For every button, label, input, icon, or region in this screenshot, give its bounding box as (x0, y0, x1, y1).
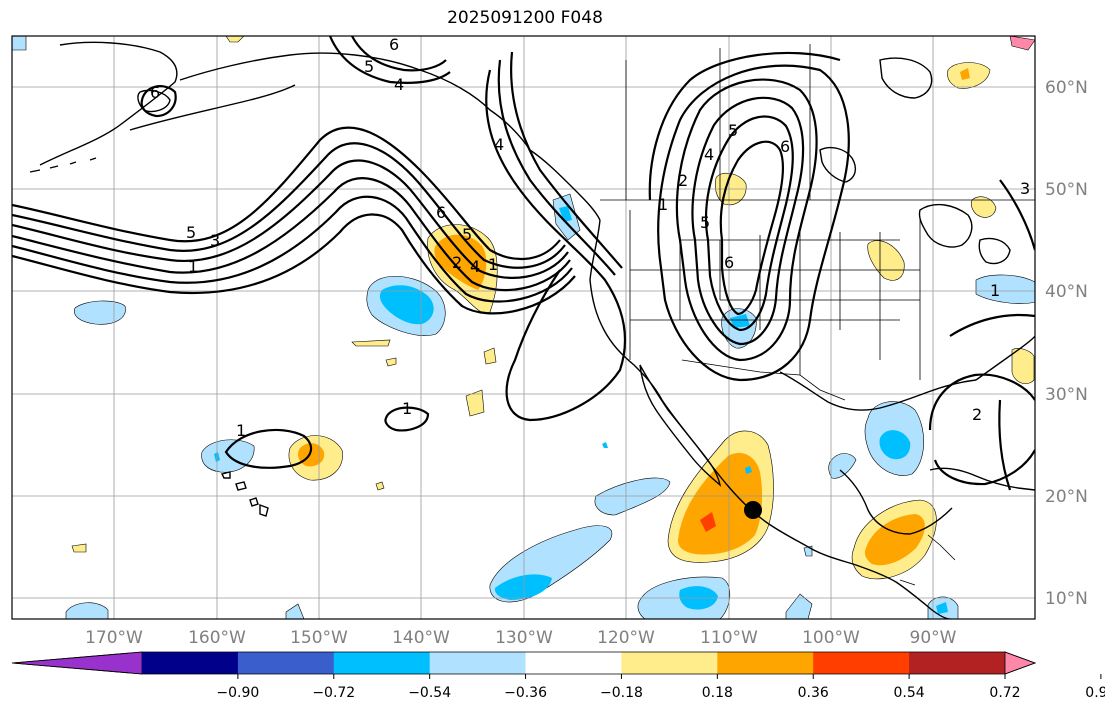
svg-text:5: 5 (186, 223, 196, 242)
svg-text:4: 4 (494, 135, 504, 154)
svg-text:5: 5 (462, 225, 472, 244)
lon-label: 160°W (188, 628, 246, 648)
colorbar-segment (525, 652, 622, 674)
svg-text:1: 1 (188, 257, 198, 276)
colorbar-segment (909, 652, 1006, 674)
colorbar-segment (237, 652, 335, 674)
map-area: 6 5 4 6 5 3 1 6 5 4 2 1 5 6 6 4 2 1 1 1 … (12, 35, 1035, 619)
colorbar-tick-label: −0.18 (600, 685, 643, 701)
contour-labels: 6 5 4 6 5 3 1 6 5 4 2 1 5 6 6 4 2 1 1 1 … (150, 35, 1030, 440)
svg-text:6: 6 (150, 83, 160, 102)
coastlines (29, 41, 1035, 619)
svg-text:6: 6 (436, 203, 446, 222)
colorbar-segment (333, 652, 431, 674)
svg-text:5: 5 (700, 213, 710, 232)
svg-text:1: 1 (488, 255, 498, 274)
colorbar-segment (813, 652, 910, 674)
lon-label: 90°W (910, 628, 957, 648)
colorbar-tick-label: 0.18 (702, 685, 733, 701)
lon-label: 140°W (392, 628, 450, 648)
colorbar-segment (142, 652, 239, 674)
map-frame (11, 35, 1036, 620)
colorbar-outline (11, 651, 1037, 675)
svg-text:1: 1 (236, 421, 246, 440)
colorbar-tick-label: −0.36 (504, 685, 547, 701)
svg-text:1: 1 (402, 399, 412, 418)
svg-text:4: 4 (394, 75, 404, 94)
colorbar-tick-label: 0.54 (894, 685, 925, 701)
contours (12, 36, 1035, 491)
colorbar-segment (429, 652, 527, 674)
lat-label: 20°N (1045, 487, 1088, 507)
lon-label: 170°W (85, 628, 143, 648)
lon-label: 120°W (597, 628, 655, 648)
lon-label: 150°W (290, 628, 348, 648)
svg-text:6: 6 (724, 253, 734, 272)
svg-text:6: 6 (389, 35, 399, 54)
lat-label: 40°N (1045, 282, 1088, 302)
colorbar-tick-label: −0.72 (312, 685, 355, 701)
colorbar-tick-label: −0.54 (408, 685, 451, 701)
svg-text:3: 3 (1020, 179, 1030, 198)
lat-label: 60°N (1045, 78, 1088, 98)
svg-text:4: 4 (470, 257, 480, 276)
svg-text:5: 5 (728, 121, 738, 140)
svg-text:2: 2 (972, 405, 982, 424)
colorbar-tick-label: 0.72 (989, 685, 1020, 701)
svg-text:4: 4 (704, 145, 714, 164)
longitude-labels: 170°W 160°W 150°W 140°W 130°W 120°W 110°… (85, 628, 957, 648)
svg-text:6: 6 (780, 137, 790, 156)
lat-label: 50°N (1045, 180, 1088, 200)
colorbar-tick-label: 0.90 (1085, 685, 1105, 701)
colorbar-extend-high (1004, 651, 1037, 675)
lat-label: 10°N (1045, 589, 1088, 609)
colorbar: −0.90 −0.72 −0.54 −0.36 −0.18 0.18 0.36 0.54 0.7… (11, 651, 1105, 701)
lat-label: 30°N (1045, 385, 1088, 405)
colorbar-tick-label: −0.90 (216, 685, 259, 701)
latitude-labels: 60°N 50°N 40°N 30°N 20°N 10°N (1045, 78, 1088, 609)
borders (600, 44, 1035, 586)
colorbar-tick-label: 0.36 (798, 685, 829, 701)
lon-label: 130°W (495, 628, 553, 648)
svg-text:1: 1 (990, 281, 1000, 300)
svg-text:5: 5 (364, 57, 374, 76)
svg-text:2: 2 (678, 171, 688, 190)
location-marker (744, 501, 762, 519)
svg-text:2: 2 (452, 253, 462, 272)
lon-label: 100°W (802, 628, 860, 648)
colorbar-segment (621, 652, 718, 674)
map-title: 2025091200 F048 (447, 8, 603, 28)
svg-text:1: 1 (658, 195, 668, 214)
svg-text:3: 3 (210, 231, 220, 250)
colorbar-segment (717, 652, 814, 674)
gridlines (12, 36, 1035, 619)
colorbar-extend-low (11, 651, 143, 675)
lon-label: 110°W (700, 628, 758, 648)
